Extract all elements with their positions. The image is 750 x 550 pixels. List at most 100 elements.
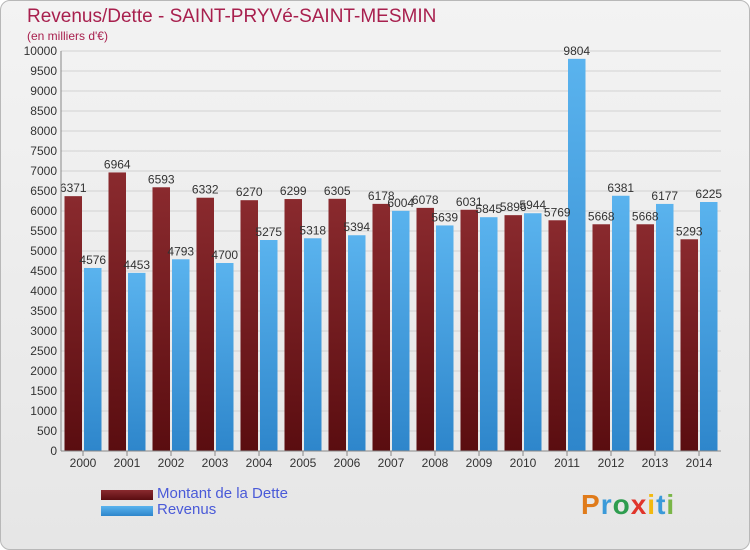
y-tick-label: 10000 (24, 44, 58, 58)
x-tick-label: 2014 (686, 456, 713, 470)
dette-bar (108, 172, 126, 451)
x-tick-label: 2013 (642, 456, 669, 470)
legend-swatch-dette (101, 490, 153, 500)
y-tick-label: 5500 (30, 224, 57, 238)
data-label: 6299 (280, 184, 307, 198)
y-tick-label: 7500 (30, 144, 57, 158)
revenus-bar (656, 203, 674, 451)
dette-bar (372, 203, 390, 451)
dette-bar (680, 239, 698, 451)
y-tick-label: 8500 (30, 104, 57, 118)
y-tick-label: 5000 (30, 244, 57, 258)
legend-label-dette: Montant de la Dette (157, 485, 288, 502)
data-label: 6964 (104, 157, 131, 171)
y-tick-label: 1500 (30, 384, 57, 398)
data-label: 6078 (412, 193, 439, 207)
x-tick-label: 2003 (202, 456, 229, 470)
data-label: 6178 (368, 189, 395, 203)
x-tick-label: 2000 (70, 456, 97, 470)
data-label: 5318 (299, 223, 326, 237)
x-tick-label: 2004 (246, 456, 273, 470)
y-tick-label: 1000 (30, 404, 57, 418)
dette-bar (240, 200, 258, 451)
x-tick-label: 2005 (290, 456, 317, 470)
y-tick-label: 4500 (30, 264, 57, 278)
logo-letter: x (630, 489, 648, 520)
revenus-bar (568, 58, 586, 452)
dette-bar (636, 224, 654, 451)
data-label: 6593 (148, 172, 175, 186)
logo-letter: o (612, 489, 631, 520)
revenus-bar (128, 272, 146, 451)
y-tick-label: 7000 (30, 164, 57, 178)
revenus-bar (216, 263, 234, 451)
chart-subtitle: (en milliers d'€) (27, 29, 108, 43)
revenus-bar (436, 225, 454, 451)
y-tick-label: 8000 (30, 124, 57, 138)
dette-bar (548, 220, 566, 451)
data-label: 5394 (343, 220, 370, 234)
dette-bar (64, 196, 82, 451)
x-tick-label: 2001 (114, 456, 141, 470)
x-tick-label: 2010 (510, 456, 537, 470)
revenus-bar (304, 238, 322, 451)
logo-letter: r (600, 489, 613, 520)
data-label: 4700 (211, 248, 238, 262)
y-tick-label: 6000 (30, 204, 57, 218)
axes: 0 500 1000 1500 2000 2500 3000 3500 4000 4500 5000… (24, 44, 721, 470)
revenus-bar (700, 202, 718, 451)
x-tick-label: 2011 (554, 456, 580, 470)
x-tick-label: 2009 (466, 456, 493, 470)
y-tick-label: 6500 (30, 184, 57, 198)
logo-letter: i (647, 489, 657, 520)
bars (64, 58, 718, 452)
revenus-bar (172, 259, 190, 451)
data-label: 6177 (651, 189, 678, 203)
data-label: 6371 (60, 181, 87, 195)
dette-bar (592, 224, 610, 451)
data-label: 6270 (236, 185, 263, 199)
data-label: 6305 (324, 184, 351, 198)
data-label: 5944 (519, 198, 546, 212)
grid-lines (61, 50, 721, 452)
revenus-bar (260, 240, 278, 451)
revenus-bar (524, 213, 542, 451)
value-labels: 6371 4576 6964 4453 6593 4793 6332 4700 6270 5275… (60, 44, 723, 272)
revenus-bar (348, 235, 366, 451)
dette-bar (504, 215, 522, 451)
x-tick-label: 2008 (422, 456, 449, 470)
chart-title: Revenus/Dette - SAINT-PRYVé-SAINT-MESMIN (27, 6, 437, 27)
legend-label-revenus: Revenus (157, 501, 217, 518)
dette-bar (196, 197, 214, 451)
data-label: 5845 (475, 202, 502, 216)
data-label: 5275 (255, 225, 282, 239)
revenus-bar (612, 195, 630, 451)
logo-letter: i (666, 489, 676, 520)
x-tick-label: 2006 (334, 456, 361, 470)
data-label: 5668 (632, 209, 659, 223)
revenus-bar (84, 267, 102, 451)
y-tick-label: 500 (37, 424, 57, 438)
legend-swatch-revenus (101, 506, 153, 516)
y-tick-label: 3000 (30, 324, 57, 338)
y-tick-label: 3500 (30, 304, 57, 318)
data-label: 4453 (123, 258, 150, 272)
y-tick-label: 9000 (30, 84, 57, 98)
dette-bar (416, 207, 434, 451)
y-tick-label: 9500 (30, 64, 57, 78)
data-label: 5639 (431, 210, 458, 224)
data-label: 6332 (192, 183, 219, 197)
x-tick-label: 2012 (598, 456, 625, 470)
data-label: 6225 (695, 187, 722, 201)
data-label: 5896 (500, 200, 527, 214)
proxiti-logo: Proxiti (581, 489, 675, 521)
data-label: 9804 (563, 44, 590, 58)
y-tick-label: 2500 (30, 344, 57, 358)
data-label: 6031 (456, 195, 483, 209)
data-label: 5668 (588, 209, 615, 223)
x-tick-label: 2002 (158, 456, 185, 470)
y-tick-label: 2000 (30, 364, 57, 378)
logo-letter: t (656, 489, 667, 520)
